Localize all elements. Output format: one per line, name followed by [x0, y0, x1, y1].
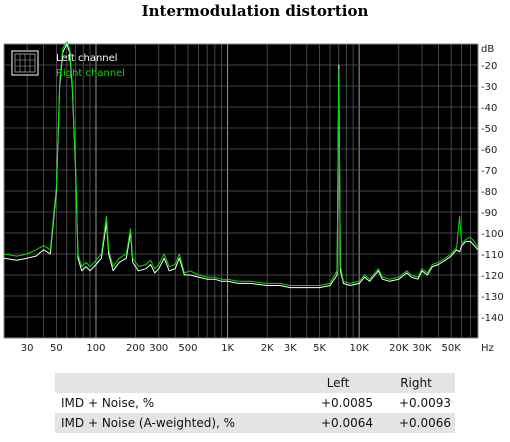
results-header-right: Right: [377, 373, 455, 393]
results-row-right-value: +0.0066: [377, 413, 455, 433]
x-tick-label: 5K: [313, 343, 326, 354]
y-tick-label: -120: [481, 271, 504, 282]
x-tick-label: 2K: [261, 343, 274, 354]
legend-right-channel: Right channel: [56, 68, 125, 79]
x-tick-label: 10K: [350, 343, 370, 354]
results-row: IMD + Noise, % +0.0085 +0.0093: [55, 393, 455, 413]
y-tick-label: -100: [481, 229, 504, 240]
results-row: IMD + Noise (A-weighted), % +0.0064 +0.0…: [55, 413, 455, 433]
x-tick-label: 300: [149, 343, 168, 354]
y-tick-label: -20: [481, 61, 497, 72]
x-tick-label: 1K: [221, 343, 234, 354]
grid-layer: [4, 44, 478, 338]
results-row-right-value: +0.0093: [377, 393, 455, 413]
y-tick-label: -110: [481, 250, 504, 261]
y-tick-label: -60: [481, 145, 497, 156]
x-tick-label: 30: [21, 343, 34, 354]
x-tick-label: 50: [50, 343, 63, 354]
y-tick-labels: -20 -30 -40 -50 -60 -70 -80 -90 -100 -110 -120 -130…: [481, 61, 504, 324]
results-row-label: IMD + Noise (A-weighted), %: [55, 413, 299, 433]
results-header-label: [55, 373, 299, 393]
x-unit-label: Hz: [481, 343, 494, 354]
x-tick-label: 3K: [284, 343, 297, 354]
y-tick-label: -140: [481, 313, 504, 324]
x-tick-label: 200: [126, 343, 145, 354]
chart-area: 30 50 100 200 300 500 1K 2K 3K 5K 10K 20K 30K 50K -20…: [0, 40, 510, 358]
y-unit-label: dB: [481, 44, 494, 55]
series-layer: [3, 41, 479, 289]
x-tick-labels: 30 50 100 200 300 500 1K 2K 3K 5K 10K 20K 30K 50K: [21, 343, 461, 354]
x-tick-label: 20K: [389, 343, 409, 354]
grid-icon: [11, 50, 39, 76]
chart-title: Intermodulation distortion: [141, 2, 369, 20]
x-tick-label: 30K: [412, 343, 432, 354]
results-header-left: Left: [299, 373, 377, 393]
y-tick-label: -80: [481, 187, 497, 198]
y-tick-label: -130: [481, 292, 504, 303]
x-tick-label: 500: [178, 343, 197, 354]
y-tick-label: -90: [481, 208, 497, 219]
y-tick-label: -50: [481, 124, 497, 135]
results-row-label: IMD + Noise, %: [55, 393, 299, 413]
x-tick-label: 100: [86, 343, 105, 354]
x-tick-label: 50K: [441, 343, 461, 354]
legend-left-channel: Left channel: [56, 53, 118, 64]
results-row-left-value: +0.0064: [299, 413, 377, 433]
series-right-channel: [3, 41, 479, 286]
legend: Left channel Right channel: [11, 50, 125, 79]
results-table: Left Right IMD + Noise, % +0.0085 +0.009…: [55, 373, 455, 433]
results-row-left-value: +0.0085: [299, 393, 377, 413]
chart-svg: 30 50 100 200 300 500 1K 2K 3K 5K 10K 20K 30K 50K -20…: [3, 41, 504, 354]
y-tick-label: -40: [481, 103, 497, 114]
y-tick-label: -30: [481, 82, 497, 93]
results-header-row: Left Right: [55, 373, 455, 393]
y-tick-label: -70: [481, 166, 497, 177]
